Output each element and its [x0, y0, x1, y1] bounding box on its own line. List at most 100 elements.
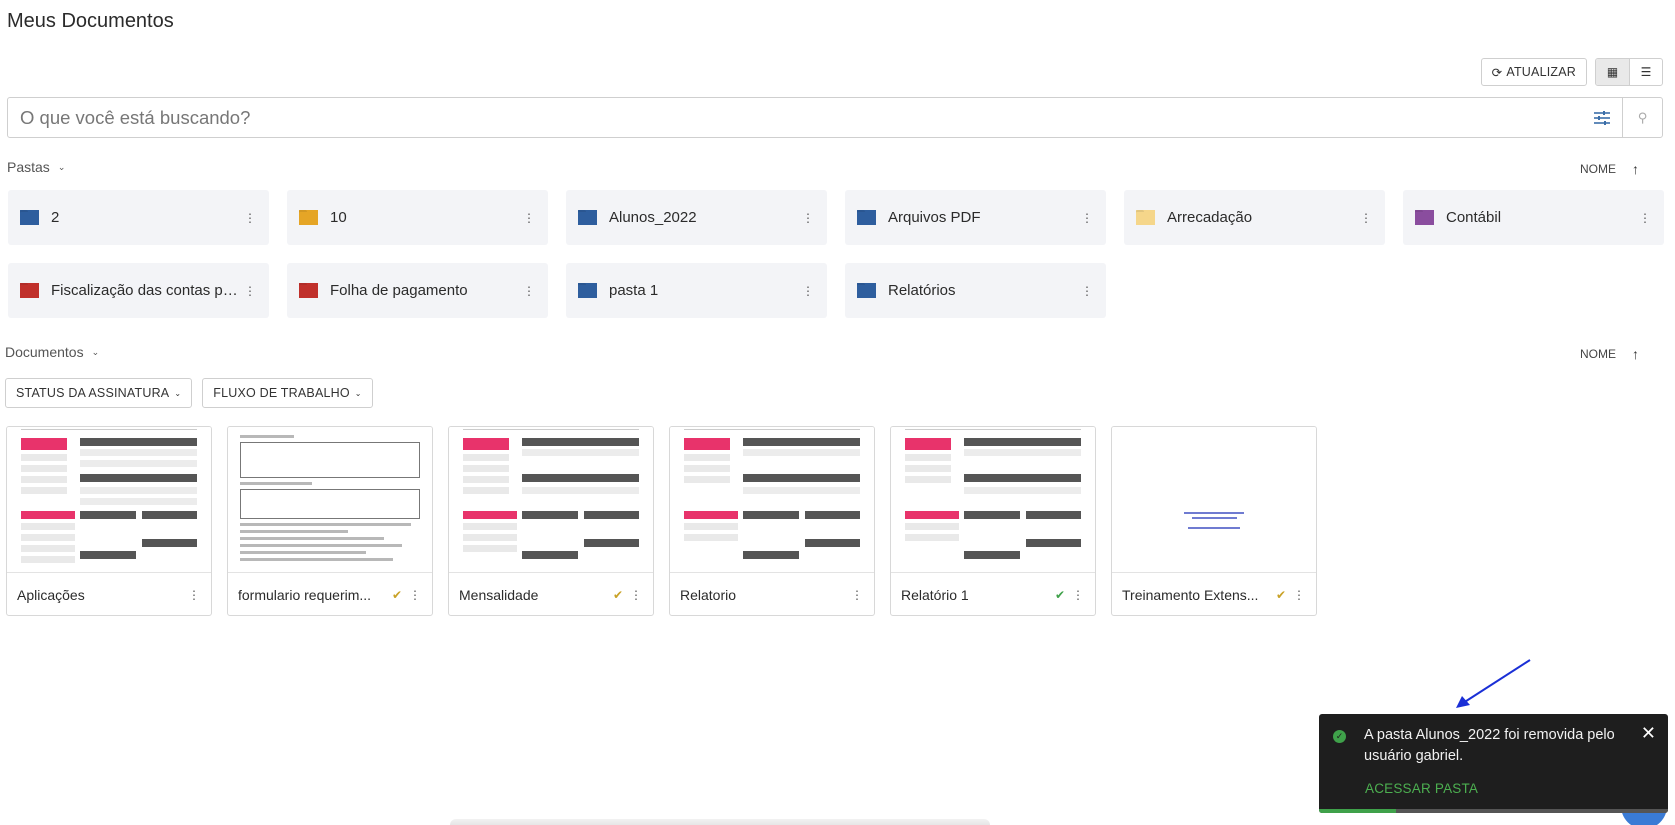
signature-status-filter[interactable]: STATUS DA ASSINATURA ⌄	[5, 378, 193, 408]
filter-label: STATUS DA ASSINATURA	[16, 386, 170, 400]
more-options-icon[interactable]: ⋮	[523, 283, 535, 298]
document-footer: Mensalidade ✔ ⋮	[449, 573, 653, 615]
folder-card[interactable]: pasta 1 ⋮	[566, 263, 827, 318]
folder-icon-body	[1415, 212, 1434, 225]
folder-icon-body	[857, 285, 876, 298]
thumb-block	[743, 551, 799, 559]
more-options-icon[interactable]: ⋮	[1360, 210, 1372, 225]
folder-label: Folha de pagamento	[330, 282, 468, 299]
open-folder-link[interactable]: ACESSAR PASTA	[1365, 781, 1479, 796]
document-card[interactable]: ⬡ BETHA Treinamento Extens... ✔ ⋮	[1111, 426, 1317, 616]
thumb-block	[463, 534, 517, 541]
more-options-icon[interactable]: ⋮	[630, 587, 642, 602]
chevron-down-icon: ⌄	[57, 161, 66, 172]
more-options-icon[interactable]: ⋮	[1639, 210, 1651, 225]
documents-section-toggle[interactable]: Documentos ⌄	[5, 344, 99, 360]
document-footer: formulario requerim... ✔ ⋮	[228, 573, 432, 615]
more-options-icon[interactable]: ⋮	[244, 283, 256, 298]
folder-card[interactable]: Arrecadação ⋮	[1124, 190, 1385, 245]
search-button[interactable]: ⚲	[1622, 98, 1662, 137]
folder-card[interactable]: Contábil ⋮	[1403, 190, 1664, 245]
folders-section-toggle[interactable]: Pastas ⌄	[7, 159, 65, 175]
thumb-block	[463, 454, 509, 461]
folder-icon-body	[857, 212, 876, 225]
thumb-block	[684, 438, 730, 450]
arrow-up-icon: ↑	[1632, 346, 1639, 362]
folder-card[interactable]: Relatórios ⋮	[845, 263, 1106, 318]
document-card[interactable]: Mensalidade ✔ ⋮	[448, 426, 654, 616]
thumb-line	[240, 523, 411, 526]
document-card[interactable]: Relatório 1 ✔ ⋮	[890, 426, 1096, 616]
thumb-header	[21, 429, 197, 432]
document-thumbnail: ⬡ BETHA	[1112, 427, 1316, 573]
thumb-block	[684, 476, 730, 483]
thumb-block	[522, 438, 639, 446]
more-options-icon[interactable]: ⋮	[1081, 283, 1093, 298]
betha-logo: ⬡ BETHA	[1175, 470, 1254, 490]
more-options-icon[interactable]: ⋮	[851, 587, 863, 602]
thumb-block	[80, 474, 197, 482]
thumb-block	[463, 511, 517, 519]
thumb-header	[463, 429, 639, 432]
list-icon[interactable]: ☰	[1629, 59, 1662, 85]
folder-icon	[857, 283, 876, 298]
thumb-block	[463, 545, 517, 552]
folder-icon	[857, 210, 876, 225]
folder-icon	[299, 283, 318, 298]
thumb-block	[80, 438, 197, 446]
more-options-icon[interactable]: ⋮	[523, 210, 535, 225]
refresh-icon: ⟳	[1491, 65, 1503, 80]
thumb-block	[905, 511, 959, 519]
thumb-block	[964, 474, 1081, 482]
more-options-icon[interactable]: ⋮	[1081, 210, 1093, 225]
folder-card[interactable]: Arquivos PDF ⋮	[845, 190, 1106, 245]
thumb-block	[905, 438, 951, 450]
toast-progress	[1319, 809, 1668, 813]
more-options-icon[interactable]: ⋮	[1072, 587, 1084, 602]
documents-sort[interactable]: NOME ↑	[1580, 346, 1639, 362]
document-name: Treinamento Extens...	[1122, 586, 1259, 603]
more-options-icon[interactable]: ⋮	[1293, 587, 1305, 602]
thumb-block	[584, 539, 639, 547]
more-options-icon[interactable]: ⋮	[188, 587, 200, 602]
folder-card[interactable]: 2 ⋮	[8, 190, 269, 245]
more-options-icon[interactable]: ⋮	[802, 283, 814, 298]
sliders-icon[interactable]	[1582, 110, 1622, 125]
thumb-line	[240, 537, 384, 540]
thumb-block	[80, 498, 197, 505]
document-footer: Relatório 1 ✔ ⋮	[891, 573, 1095, 615]
folder-card[interactable]: 10 ⋮	[287, 190, 548, 245]
thumb-block	[684, 534, 738, 541]
thumb-block	[522, 474, 639, 482]
refresh-button[interactable]: ⟳ ATUALIZAR	[1480, 58, 1587, 86]
thumb-block	[463, 476, 509, 483]
notification-toast: ✓ A pasta Alunos_2022 foi removida pelo …	[1319, 714, 1668, 813]
folders-sort[interactable]: NOME ↑	[1580, 161, 1639, 177]
grid-icon[interactable]: ▦	[1596, 59, 1629, 85]
thumb-block	[21, 465, 67, 472]
thumb-block	[684, 454, 730, 461]
close-icon[interactable]: ✕	[1640, 723, 1656, 743]
more-options-icon[interactable]: ⋮	[802, 210, 814, 225]
document-card[interactable]: Aplicações ⋮	[6, 426, 212, 616]
folder-card[interactable]: Alunos_2022 ⋮	[566, 190, 827, 245]
search-input[interactable]: O que você está buscando?	[20, 106, 251, 128]
thumb-block	[21, 534, 75, 541]
more-options-icon[interactable]: ⋮	[244, 210, 256, 225]
folder-card[interactable]: Folha de pagamento ⋮	[287, 263, 548, 318]
betha-logo-text: BETHA	[1196, 471, 1254, 489]
thumb-block	[142, 511, 197, 519]
thumb-line	[1188, 527, 1240, 529]
folder-card[interactable]: Fiscalização das contas pú... ⋮	[8, 263, 269, 318]
document-card[interactable]: Relatorio ⋮	[669, 426, 875, 616]
folder-icon	[1136, 210, 1155, 225]
folder-label: Arquivos PDF	[888, 209, 981, 226]
thumb-block	[964, 551, 1020, 559]
workflow-filter[interactable]: FLUXO DE TRABALHO ⌄	[202, 378, 373, 408]
thumb-line	[240, 435, 294, 438]
document-card[interactable]: formulario requerim... ✔ ⋮	[227, 426, 433, 616]
document-thumbnail	[228, 427, 432, 573]
more-options-icon[interactable]: ⋮	[409, 587, 421, 602]
thumb-line	[240, 544, 402, 547]
folder-icon	[1415, 210, 1434, 225]
